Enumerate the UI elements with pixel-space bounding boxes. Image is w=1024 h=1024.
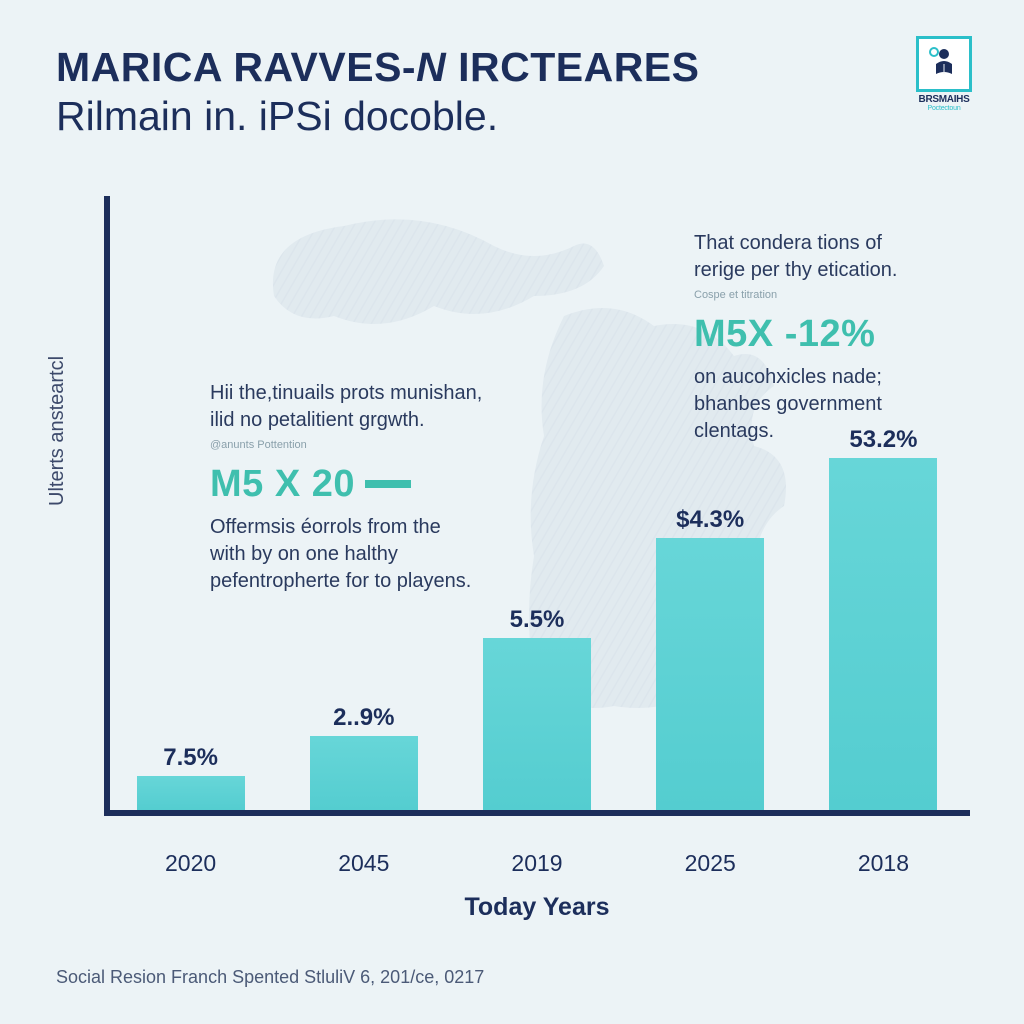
brand-name: BRSMAIHS [908, 94, 980, 105]
callout-stat: M5X -12% [694, 309, 974, 360]
bar-value-label: 7.5% [104, 744, 277, 772]
bar [483, 638, 591, 810]
callout-text: bhanbes government [694, 391, 974, 418]
callout-text: ilid no petalitient grgwth. [210, 407, 520, 434]
person-reading-icon [924, 44, 964, 84]
callout-text: on aucohxicles nade; [694, 364, 974, 391]
brand-logo-frame [916, 36, 972, 92]
bar [656, 538, 764, 810]
title-part-b: N [416, 44, 446, 90]
brand-logo: BRSMAIHS Poctectoun [908, 36, 980, 112]
callout-caption: @anunts Pottention [210, 438, 520, 453]
callout-text: rerige per thy etication. [694, 257, 974, 284]
x-tick: 2045 [277, 850, 450, 880]
x-axis-ticks: 2020 2045 2019 2025 2018 [104, 850, 970, 880]
page-title-line2: Rilmain in. iPSi docoble. [56, 93, 884, 140]
title-part-a: MARICA RAVVES- [56, 44, 416, 90]
x-tick: 2019 [450, 850, 623, 880]
bar-value-label: $4.3% [624, 506, 797, 534]
callout-right: That condera tions of rerige per thy eti… [694, 230, 974, 445]
callout-stat-value: M5X -12% [694, 309, 875, 360]
x-tick: 2025 [624, 850, 797, 880]
callout-text: That condera tions of [694, 230, 974, 257]
bar [310, 736, 418, 810]
brand-tagline: Poctectoun [908, 105, 980, 112]
callout-left: Hii the,tinuails prots munishan, ilid no… [210, 380, 520, 595]
x-tick: 2020 [104, 850, 277, 880]
callout-text: Offermsis éorrols from the [210, 514, 520, 541]
callout-stat: M5 X 20 [210, 459, 520, 510]
stat-underline-icon [365, 480, 411, 488]
page-title-block: MARICA RAVVES-N IRCTEARES Rilmain in. iP… [56, 44, 884, 140]
callout-stat-value: M5 X 20 [210, 459, 355, 510]
title-part-c: IRCTEARES [446, 44, 699, 90]
callout-text: Hii the,tinuails prots munishan, [210, 380, 520, 407]
source-footer: Social Resion Franch Spented StluliV 6, … [56, 967, 484, 988]
x-tick: 2018 [797, 850, 970, 880]
callout-caption: Cospe et titration [694, 288, 974, 303]
bar [829, 458, 937, 810]
x-axis-line [104, 810, 970, 816]
bar [137, 776, 245, 810]
callout-text: pefentropherte for to playens. [210, 568, 520, 595]
bar-value-label: 2..9% [277, 704, 450, 732]
bar-value-label: 5.5% [450, 606, 623, 634]
callout-text: with by on one halthy [210, 541, 520, 568]
y-axis-label: Ulterts ansteartcl [46, 356, 69, 506]
x-axis-title: Today Years [104, 893, 970, 922]
page-title-line1: MARICA RAVVES-N IRCTEARES [56, 44, 884, 91]
callout-text: clentags. [694, 418, 974, 445]
